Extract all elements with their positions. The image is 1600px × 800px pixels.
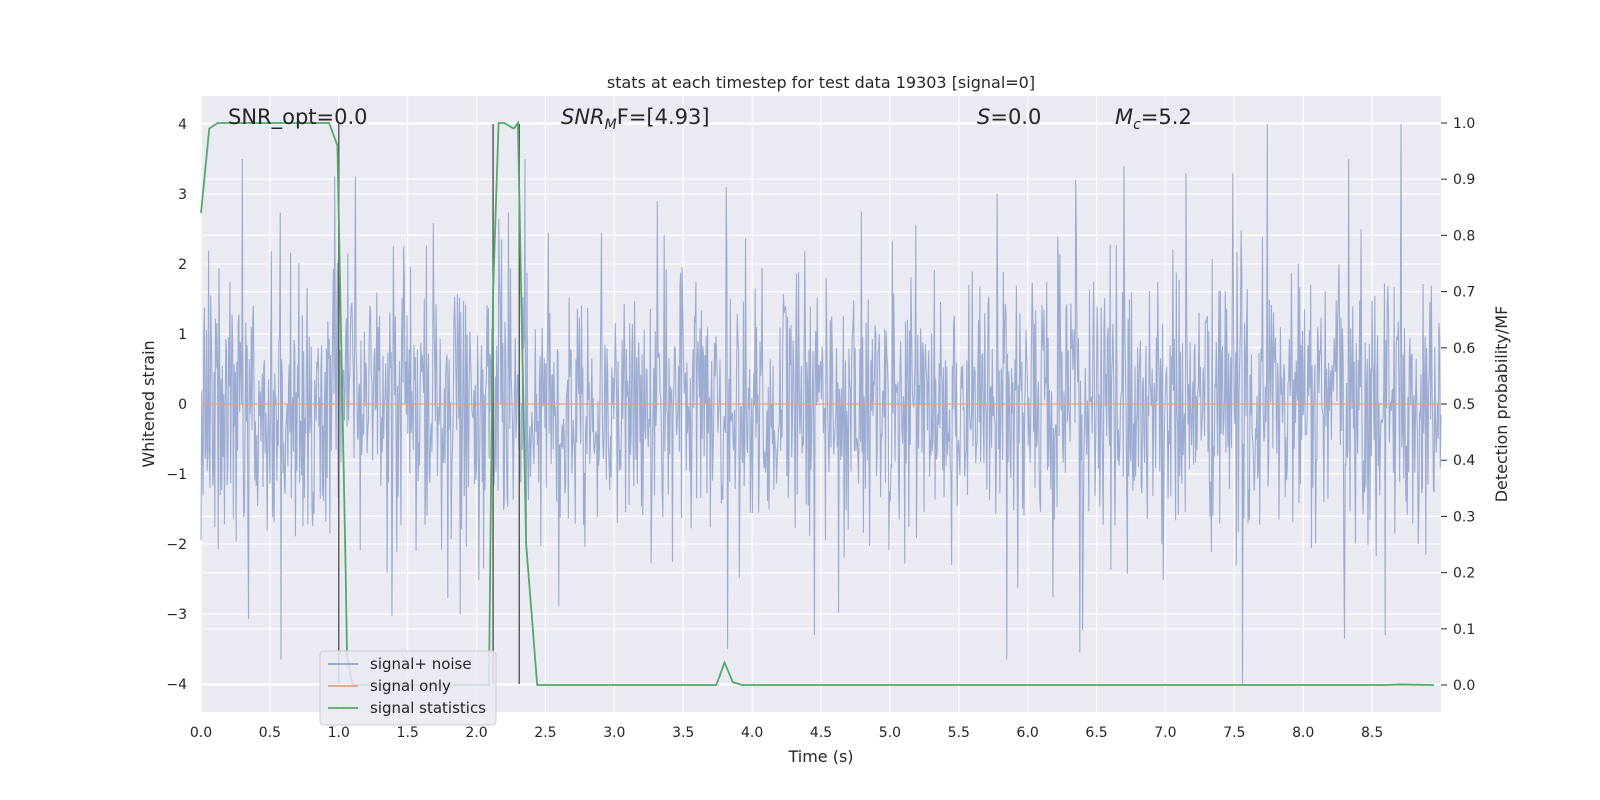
y-axis-label: Whitened strain [139, 340, 158, 467]
y2-tick-label: 0.9 [1453, 172, 1475, 188]
y-axis-left: −4 −3 −2 −1 0 1 2 3 4 [166, 117, 187, 693]
x-tick-label: 1.0 [328, 725, 350, 741]
x-axis: 0.0 0.5 1.0 1.5 2.0 2.5 3.0 3.5 4.0 4.5 5.0 5.5 6.0 6… [190, 725, 1383, 741]
legend-label-signal-noise: signal+ noise [370, 655, 472, 673]
x-tick-label: 7.0 [1154, 725, 1176, 741]
x-tick-label: 3.0 [603, 725, 625, 741]
y-tick-label: −2 [166, 537, 187, 553]
chart-title: stats at each timestep for test data 193… [607, 73, 1035, 92]
y-tick-label: −1 [166, 467, 187, 483]
y-tick-label: 4 [178, 117, 187, 133]
x-tick-label: 6.5 [1085, 725, 1107, 741]
annotation-s-main: S [977, 105, 990, 129]
y2-tick-label: 1.0 [1453, 116, 1475, 132]
y-tick-label: 0 [178, 397, 187, 413]
x-tick-label: 2.0 [465, 725, 487, 741]
y-tick-label: 2 [178, 257, 187, 273]
x-tick-label: 5.5 [948, 725, 970, 741]
signal-statistics-series [200, 120, 1435, 686]
y2-tick-label: 0.5 [1453, 397, 1475, 413]
y2-tick-label: 0.2 [1453, 566, 1475, 582]
y2-tick-label: 0.4 [1453, 453, 1475, 469]
annotation-mc-main: M [1115, 105, 1133, 129]
annotation-snr-mf: SNRMF=[4.93] [561, 105, 710, 133]
y2-tick-label: 0.0 [1453, 678, 1475, 694]
y-tick-label: 1 [178, 327, 187, 343]
y-tick-label: 3 [178, 187, 187, 203]
x-tick-label: 0.5 [259, 725, 281, 741]
annotation-snr-mf-rest: F=[4.93] [617, 105, 710, 129]
x-tick-label: 2.5 [534, 725, 556, 741]
y2-tick-label: 0.3 [1453, 509, 1475, 525]
y-tick-label: −3 [166, 607, 187, 623]
x-tick-label: 0.0 [190, 725, 212, 741]
y2-tick-label: 0.7 [1453, 285, 1475, 301]
annotation-s: S=0.0 [977, 105, 1041, 129]
y-axis-right: 0.0 0.1 0.2 0.3 0.4 0.5 0.6 0.7 0.8 0.9 1.0 [1441, 116, 1475, 694]
annotation-mc-sub: c [1133, 117, 1141, 133]
legend-box [319, 650, 497, 726]
signal-noise-line [200, 123, 1442, 685]
annotation-mc-rest: =5.2 [1141, 105, 1192, 129]
y2-tick-label: 0.1 [1453, 622, 1475, 638]
x-tick-label: 3.5 [672, 725, 694, 741]
x-tick-label: 4.0 [741, 725, 763, 741]
x-tick-label: 7.5 [1223, 725, 1245, 741]
annotation-snr-mf-main: SNR [561, 105, 605, 129]
x-tick-label: 1.5 [397, 725, 419, 741]
annotation-snr-opt: SNR_opt=0.0 [228, 105, 368, 130]
x-tick-label: 8.0 [1292, 725, 1314, 741]
y-tick-label: −4 [166, 677, 187, 693]
x-tick-label: 6.0 [1017, 725, 1039, 741]
annotation-snr-mf-sub: M [605, 117, 617, 133]
legend-label-signal-statistics: signal statistics [370, 699, 486, 717]
signal-noise-series [200, 123, 1442, 685]
annotation-s-rest: =0.0 [990, 105, 1041, 129]
annotation-mc: Mc=5.2 [1115, 105, 1192, 133]
x-tick-label: 5.0 [879, 725, 901, 741]
legend: signal+ noise signal only signal statist… [319, 650, 497, 726]
x-axis-label: Time (s) [787, 747, 853, 766]
x-tick-label: 4.5 [810, 725, 832, 741]
y2-tick-label: 0.6 [1453, 341, 1475, 357]
x-tick-label: 8.5 [1361, 725, 1383, 741]
y2-axis-label: Detection probability/MF [1492, 306, 1511, 503]
legend-label-signal-only: signal only [370, 677, 451, 695]
y2-tick-label: 0.8 [1453, 228, 1475, 244]
